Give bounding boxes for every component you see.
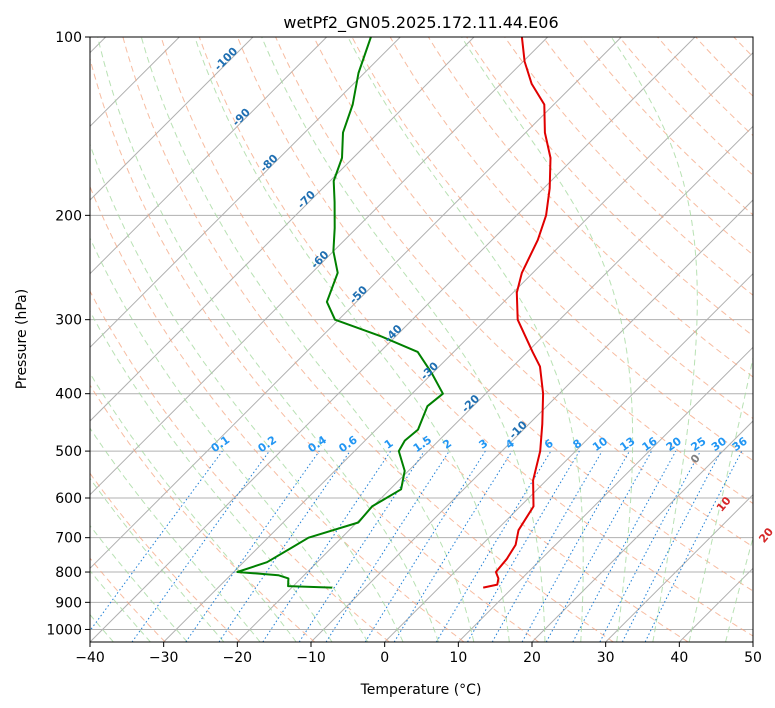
dry-adiabat-line [275, 37, 753, 548]
moist-adiabat-line [347, 37, 584, 642]
moist-adiabat-line [688, 355, 753, 642]
mixing-ratio-line [325, 450, 450, 642]
isotherm-line [531, 420, 753, 642]
dry-adiabat-line [90, 290, 390, 642]
moist-adiabat-line [90, 372, 297, 642]
moist-adiabat-line [261, 37, 546, 642]
temperature-line [482, 37, 552, 589]
x-axis-label: Temperature (°C) [360, 682, 482, 698]
dry-adiabat-line [504, 37, 753, 296]
mixing-ratio-line [393, 450, 513, 642]
moist-adiabat-label: 20 [756, 525, 775, 545]
x-tick-label: 40 [670, 650, 688, 666]
moist-adiabat-line [725, 536, 753, 642]
x-tick-label: 30 [597, 650, 615, 666]
dry-adiabat-line [389, 37, 753, 420]
profile-lines [236, 37, 552, 589]
y-tick-label: 100 [55, 30, 82, 46]
dry-adiabat-line [90, 384, 316, 642]
x-tick-label: 50 [744, 650, 762, 666]
isotherm-line [90, 37, 475, 422]
isotherm-line [605, 493, 753, 642]
plot-frame [89, 36, 754, 643]
isotherm-line [90, 37, 328, 275]
isotherm-line [457, 346, 753, 642]
dry-adiabat-line [427, 37, 753, 378]
dry-adiabat-line [90, 472, 241, 642]
y-tick-label: 300 [55, 313, 82, 329]
moist-adiabat-line [90, 427, 261, 642]
dry-adiabat-line [160, 37, 689, 642]
moist-adiabat-line [90, 310, 333, 642]
x-tick-label: −20 [223, 650, 253, 666]
mixing-ratio-line [218, 450, 351, 642]
mixing-ratio-line [644, 450, 743, 642]
isotherm-line [90, 37, 254, 201]
moist-adiabat-line [90, 524, 188, 642]
moist-adiabat-line [90, 569, 151, 642]
x-tick-label: 10 [449, 650, 467, 666]
moist-adiabat-line [90, 142, 404, 642]
isotherm-line [90, 37, 401, 349]
mixing-ratio-line [572, 450, 677, 642]
moist-adiabat-line [610, 37, 698, 642]
chart-title: wetPf2_GN05.2025.172.11.44.E06 [283, 13, 558, 33]
dry-adiabat-line [466, 37, 753, 337]
mixing-ratio-line [90, 450, 223, 632]
axes: −40 −30 −20 −10 0 10 20 30 40 50 100 200 300 400 500 60… [46, 30, 762, 666]
y-tick-label: 1000 [46, 622, 82, 638]
isotherm-line [90, 37, 549, 496]
y-tick-label: 600 [55, 491, 82, 507]
isotherm-line [236, 125, 753, 642]
isotherm-line [310, 199, 753, 642]
mixing-ratio-line [521, 450, 630, 642]
y-tick-label: 200 [55, 208, 82, 224]
y-tick-label: 700 [55, 531, 82, 547]
dry-adiabat-line [122, 37, 614, 642]
mixing-ratio-line [185, 450, 320, 642]
mixing-ratio-line [131, 450, 270, 642]
x-tick-label: −10 [296, 650, 326, 666]
x-tick-label: −40 [75, 650, 105, 666]
moist-adiabat-line [140, 37, 475, 642]
isotherm-line [90, 37, 696, 642]
x-tick-label: 20 [523, 650, 541, 666]
dewpoint-line [236, 37, 444, 589]
background-lines [90, 37, 753, 642]
x-tick-label: 0 [380, 650, 389, 666]
y-tick-label: 800 [55, 565, 82, 581]
mixing-ratio-line [545, 450, 653, 642]
moist-adiabat-line [90, 236, 369, 642]
dry-adiabat-line [351, 37, 753, 462]
dry-adiabat-line [313, 37, 753, 505]
y-tick-label: 400 [55, 387, 82, 403]
mixing-ratio-line [298, 450, 425, 642]
mixing-ratio-line [262, 450, 392, 642]
y-tick-label: 900 [55, 595, 82, 611]
moist-adiabat-line [194, 37, 510, 642]
dry-adiabat-line [237, 37, 753, 592]
x-tick-label: −30 [149, 650, 179, 666]
dry-adiabat-line [90, 56, 540, 642]
y-tick-label: 500 [55, 444, 82, 460]
moist-adiabat-line [90, 477, 225, 642]
y-axis-label: Pressure (hPa) [14, 289, 30, 389]
moist-adiabat-line [461, 37, 634, 642]
dry-adiabat-line [90, 185, 465, 642]
isotherm-line [90, 37, 622, 570]
isotherm-line [384, 272, 753, 642]
moist-adiabat-line [97, 37, 439, 642]
